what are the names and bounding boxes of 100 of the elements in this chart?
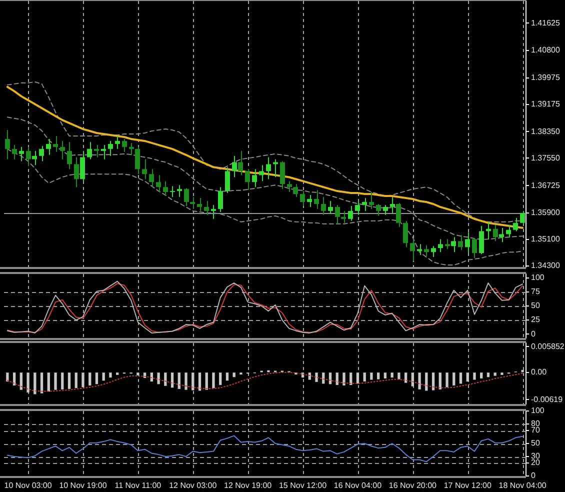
candlestick xyxy=(314,190,319,210)
candlestick xyxy=(321,196,326,216)
candlestick xyxy=(26,146,31,167)
candlestick xyxy=(362,198,367,212)
candlestick xyxy=(403,220,408,248)
candlestick xyxy=(129,142,134,156)
candlestick xyxy=(197,198,202,212)
x-tick-label: 12 Nov 03:00 xyxy=(169,481,218,490)
candlestick xyxy=(170,186,175,198)
candlestick xyxy=(60,140,65,160)
x-tick-label: 16 Nov 20:00 xyxy=(388,481,438,490)
candlestick xyxy=(94,144,99,158)
y-tick-label: 0.00 xyxy=(531,368,548,377)
y-tick-label: 25 xyxy=(531,315,540,324)
y-tick-label: 75 xyxy=(531,287,540,296)
candlestick xyxy=(431,246,436,258)
y-tick-label: 1.35100 xyxy=(531,234,560,244)
candlestick xyxy=(156,174,161,193)
candlestick xyxy=(376,203,381,216)
candlestick xyxy=(465,232,470,254)
candlestick xyxy=(445,238,450,250)
y-tick-label: 100 xyxy=(531,406,545,416)
candlestick xyxy=(493,224,498,242)
x-tick-label: 18 Nov 04:00 xyxy=(498,481,547,490)
candlestick xyxy=(135,146,140,175)
candlestick xyxy=(328,200,333,214)
candlestick xyxy=(252,168,257,188)
candlestick xyxy=(142,158,147,180)
candlestick xyxy=(67,141,72,170)
y-tick-label: 1.37550 xyxy=(531,153,560,162)
candlestick xyxy=(149,168,154,188)
y-tick-label: -0.00619 xyxy=(531,394,564,404)
y-tick-label: 1.41625 xyxy=(531,18,560,28)
candlestick xyxy=(396,202,401,228)
candlestick xyxy=(101,144,106,160)
x-tick-label: 10 Nov 19:00 xyxy=(59,481,108,490)
candlestick xyxy=(238,150,243,176)
candlestick xyxy=(74,156,79,188)
x-tick-label: 12 Nov 19:00 xyxy=(224,481,272,490)
y-tick-label: 70 xyxy=(531,426,540,435)
y-tick-label: 1.34300 xyxy=(531,261,560,270)
candlestick xyxy=(184,188,189,206)
candlestick xyxy=(218,186,223,212)
x-tick-label: 16 Nov 04:00 xyxy=(334,481,382,490)
candlestick xyxy=(479,225,484,255)
candlestick xyxy=(12,144,17,160)
candlestick xyxy=(115,135,120,150)
candlestick xyxy=(122,138,127,152)
y-tick-label: 1.35900 xyxy=(531,208,560,218)
candlestick xyxy=(177,184,182,198)
candlestick xyxy=(369,192,374,210)
candlestick xyxy=(520,210,525,226)
candlestick xyxy=(211,204,216,220)
candlestick xyxy=(348,205,353,222)
candlestick xyxy=(80,150,85,182)
candlestick xyxy=(266,156,271,180)
candlestick xyxy=(451,236,456,253)
candlestick xyxy=(245,168,250,191)
candlestick xyxy=(506,224,511,238)
candlestick xyxy=(287,180,292,193)
candlestick xyxy=(225,166,230,194)
y-tick-label: 0 xyxy=(531,329,536,338)
y-tick-label: 50 xyxy=(531,301,540,310)
candlestick xyxy=(204,200,209,216)
candlestick xyxy=(513,217,518,232)
candlestick xyxy=(499,227,504,243)
candlestick xyxy=(390,196,395,214)
y-tick-label: 1.38350 xyxy=(531,126,560,136)
candlestick xyxy=(32,150,37,166)
candlestick xyxy=(280,160,285,190)
x-tick-label: 10 Nov 03:00 xyxy=(4,481,52,490)
candlestick xyxy=(410,238,415,262)
y-tick-label: 0 xyxy=(531,471,536,480)
candlestick xyxy=(307,194,312,208)
candlestick xyxy=(424,244,429,257)
candlestick xyxy=(438,238,443,253)
candlestick xyxy=(46,138,51,156)
candlestick xyxy=(232,155,237,178)
y-tick-label: 1.40800 xyxy=(531,46,560,55)
x-tick-label: 17 Nov 12:00 xyxy=(444,481,492,490)
candlestick xyxy=(108,140,113,156)
candlestick xyxy=(472,238,477,259)
y-tick-label: 50 xyxy=(531,438,540,448)
candlestick xyxy=(335,204,340,224)
candlestick xyxy=(355,200,360,216)
candlestick xyxy=(53,135,58,152)
candlestick xyxy=(259,164,264,182)
candlestick xyxy=(87,141,92,160)
y-tick-label: 0.005852 xyxy=(531,342,565,351)
candlestick xyxy=(19,146,24,162)
candlestick xyxy=(190,196,195,210)
candlestick xyxy=(417,244,422,256)
x-tick-label: 11 Nov 11:00 xyxy=(114,481,162,490)
candlestick xyxy=(5,130,10,160)
y-tick-label: 1.39175 xyxy=(531,100,560,109)
candlestick xyxy=(458,234,463,251)
candlestick xyxy=(39,145,44,162)
candlestick xyxy=(293,184,298,198)
candlestick xyxy=(273,158,278,178)
y-tick-label: 1.36725 xyxy=(531,180,560,190)
